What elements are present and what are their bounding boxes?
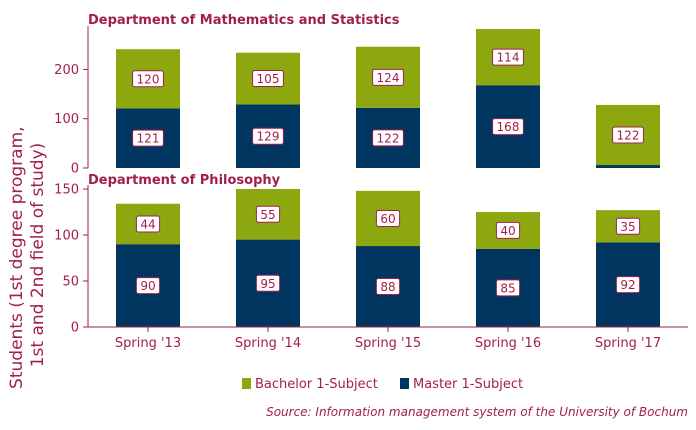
data-label: 40 [500, 224, 515, 238]
data-label: 95 [260, 277, 275, 291]
data-label-box [252, 127, 284, 145]
data-label-box [132, 70, 164, 88]
data-label-box [255, 205, 281, 223]
x-axis: Spring '13 Spring '14 Spring '15 Spring '16… [88, 326, 688, 351]
panel-title: Department of Mathematics and Statistics [88, 13, 400, 28]
x-tick-label: Spring '16 [475, 336, 541, 351]
y-tick-label: 0 [71, 321, 79, 336]
y-axis-label-line-1: Students (1st degree program, [7, 126, 27, 389]
data-label-box [615, 217, 641, 235]
data-label-box [612, 126, 644, 144]
data-label: 122 [617, 128, 640, 142]
data-label: 124 [377, 71, 400, 85]
y-tick-label: 150 [54, 183, 79, 198]
x-tick-label: Spring '17 [595, 336, 661, 351]
x-tick-label: Spring '15 [355, 336, 421, 351]
legend-label: Master 1-Subject [413, 377, 523, 392]
data-label-box [255, 274, 281, 292]
data-label: 105 [257, 72, 280, 86]
legend: Bachelor 1-Subject Master 1-Subject [242, 377, 523, 392]
y-axis-label-line-2: 1st and 2nd field of study) [28, 143, 48, 368]
data-label-box [375, 209, 401, 227]
data-label: 129 [257, 130, 280, 144]
data-label-box [132, 129, 164, 147]
data-label: 90 [140, 279, 155, 293]
data-label: 88 [380, 280, 395, 294]
data-label: 55 [260, 208, 275, 222]
x-tick-label: Spring '14 [235, 336, 301, 351]
data-label-box [372, 68, 404, 86]
data-label: 85 [500, 281, 515, 295]
panel-title: Department of Philosophy [88, 173, 281, 188]
data-label: 92 [620, 278, 635, 292]
bar-segment [596, 165, 660, 168]
panel-2: 0 50 100 150 90 44 95 55 88 60 85 40 92 35 Department … [54, 173, 660, 336]
legend-swatch [242, 378, 251, 389]
data-label-box [135, 215, 161, 233]
data-label: 60 [380, 212, 395, 226]
data-label: 122 [377, 131, 400, 145]
y-tick-label: 200 [54, 63, 79, 78]
data-label-box [492, 48, 524, 66]
source-note: Source: Information management system of… [266, 405, 688, 419]
data-label: 168 [497, 120, 520, 134]
data-label: 44 [140, 217, 155, 231]
legend-label: Bachelor 1-Subject [255, 377, 378, 392]
data-label: 120 [137, 72, 160, 86]
panels: 0 100 200 121 120 129 105 122 124 168 114 122 Depart… [54, 13, 660, 336]
data-label-box [492, 118, 524, 136]
y-tick-label: 100 [54, 112, 79, 127]
y-tick-label: 50 [62, 275, 79, 290]
legend-swatch [400, 378, 409, 389]
data-label-box [135, 277, 161, 295]
panel-1: 0 100 200 121 120 129 105 122 124 168 114 122 Depart… [54, 13, 660, 177]
data-label-box [615, 276, 641, 294]
data-label-box [252, 70, 284, 88]
data-label: 114 [497, 51, 520, 65]
y-tick-label: 0 [71, 162, 79, 177]
data-label-box [375, 278, 401, 296]
y-tick-label: 100 [54, 229, 79, 244]
y-axis-label: Students (1st degree program, 1st and 2n… [7, 121, 48, 389]
data-label: 35 [620, 220, 635, 234]
x-tick-label: Spring '13 [115, 336, 181, 351]
data-label: 121 [137, 132, 160, 146]
data-label-box [495, 279, 521, 297]
data-label-box [495, 221, 521, 239]
data-label-box [372, 129, 404, 147]
